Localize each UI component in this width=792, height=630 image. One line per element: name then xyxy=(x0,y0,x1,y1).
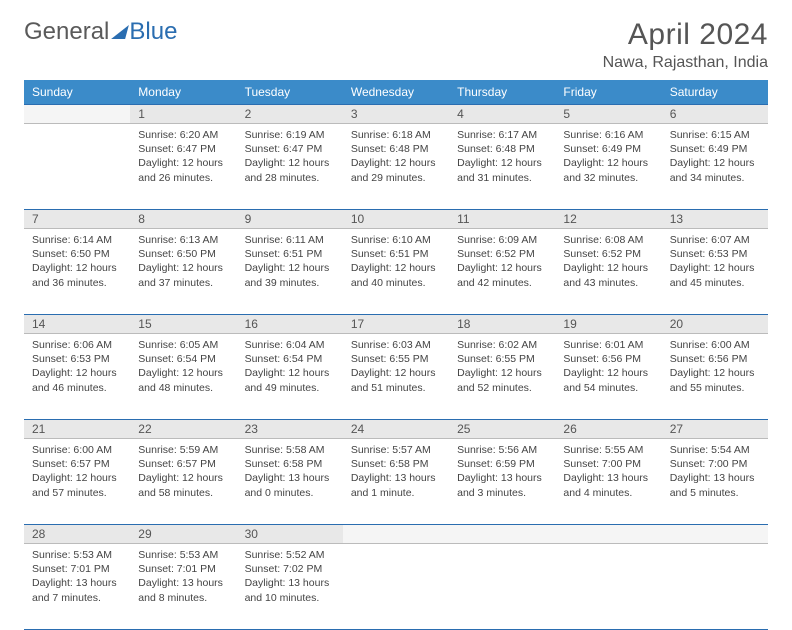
day-number-cell: 26 xyxy=(555,420,661,439)
day-number-cell xyxy=(662,525,768,544)
title-block: April 2024 Nawa, Rajasthan, India xyxy=(603,18,768,72)
day-content-cell xyxy=(449,544,555,630)
day-number-cell: 13 xyxy=(662,210,768,229)
calendar-table: SundayMondayTuesdayWednesdayThursdayFrid… xyxy=(24,80,768,630)
day-content-cell: Sunrise: 6:09 AMSunset: 6:52 PMDaylight:… xyxy=(449,229,555,315)
weekday-header: Wednesday xyxy=(343,80,449,105)
day-content-cell: Sunrise: 6:04 AMSunset: 6:54 PMDaylight:… xyxy=(237,334,343,420)
day-content-cell: Sunrise: 6:08 AMSunset: 6:52 PMDaylight:… xyxy=(555,229,661,315)
day-content-row: Sunrise: 6:00 AMSunset: 6:57 PMDaylight:… xyxy=(24,439,768,525)
day-number-cell: 5 xyxy=(555,105,661,124)
day-number-cell: 9 xyxy=(237,210,343,229)
day-number-cell: 1 xyxy=(130,105,236,124)
day-content-cell: Sunrise: 6:15 AMSunset: 6:49 PMDaylight:… xyxy=(662,124,768,210)
day-number-cell: 2 xyxy=(237,105,343,124)
sail-icon xyxy=(112,25,130,39)
day-number-cell: 8 xyxy=(130,210,236,229)
day-number-cell: 6 xyxy=(662,105,768,124)
day-number-cell: 15 xyxy=(130,315,236,334)
day-content-cell xyxy=(555,544,661,630)
day-content-row: Sunrise: 6:06 AMSunset: 6:53 PMDaylight:… xyxy=(24,334,768,420)
day-content-row: Sunrise: 6:14 AMSunset: 6:50 PMDaylight:… xyxy=(24,229,768,315)
weekday-header: Saturday xyxy=(662,80,768,105)
day-number-cell xyxy=(555,525,661,544)
day-content-cell: Sunrise: 6:18 AMSunset: 6:48 PMDaylight:… xyxy=(343,124,449,210)
day-number-cell: 16 xyxy=(237,315,343,334)
day-number-cell xyxy=(24,105,130,124)
day-number-cell: 19 xyxy=(555,315,661,334)
day-number-cell: 24 xyxy=(343,420,449,439)
day-content-cell: Sunrise: 6:17 AMSunset: 6:48 PMDaylight:… xyxy=(449,124,555,210)
day-content-row: Sunrise: 5:53 AMSunset: 7:01 PMDaylight:… xyxy=(24,544,768,630)
day-number-row: 78910111213 xyxy=(24,210,768,229)
day-number-row: 21222324252627 xyxy=(24,420,768,439)
weekday-header: Monday xyxy=(130,80,236,105)
month-title: April 2024 xyxy=(603,18,768,52)
day-content-cell: Sunrise: 6:00 AMSunset: 6:56 PMDaylight:… xyxy=(662,334,768,420)
weekday-header: Thursday xyxy=(449,80,555,105)
day-number-row: 14151617181920 xyxy=(24,315,768,334)
day-content-cell: Sunrise: 6:03 AMSunset: 6:55 PMDaylight:… xyxy=(343,334,449,420)
day-number-cell: 23 xyxy=(237,420,343,439)
day-number-cell: 21 xyxy=(24,420,130,439)
day-content-cell: Sunrise: 5:57 AMSunset: 6:58 PMDaylight:… xyxy=(343,439,449,525)
weekday-header: Tuesday xyxy=(237,80,343,105)
weekday-header-row: SundayMondayTuesdayWednesdayThursdayFrid… xyxy=(24,80,768,105)
day-content-cell: Sunrise: 6:06 AMSunset: 6:53 PMDaylight:… xyxy=(24,334,130,420)
day-content-cell xyxy=(24,124,130,210)
day-number-row: 282930 xyxy=(24,525,768,544)
day-content-cell: Sunrise: 5:55 AMSunset: 7:00 PMDaylight:… xyxy=(555,439,661,525)
page-header: General Blue April 2024 Nawa, Rajasthan,… xyxy=(24,18,768,72)
location-text: Nawa, Rajasthan, India xyxy=(603,54,768,72)
day-content-cell: Sunrise: 6:02 AMSunset: 6:55 PMDaylight:… xyxy=(449,334,555,420)
day-content-cell: Sunrise: 6:07 AMSunset: 6:53 PMDaylight:… xyxy=(662,229,768,315)
day-content-cell: Sunrise: 6:05 AMSunset: 6:54 PMDaylight:… xyxy=(130,334,236,420)
day-content-row: Sunrise: 6:20 AMSunset: 6:47 PMDaylight:… xyxy=(24,124,768,210)
day-content-cell: Sunrise: 6:11 AMSunset: 6:51 PMDaylight:… xyxy=(237,229,343,315)
day-number-row: 123456 xyxy=(24,105,768,124)
day-number-cell: 12 xyxy=(555,210,661,229)
day-number-cell: 4 xyxy=(449,105,555,124)
day-content-cell: Sunrise: 5:58 AMSunset: 6:58 PMDaylight:… xyxy=(237,439,343,525)
weekday-header: Friday xyxy=(555,80,661,105)
day-content-cell: Sunrise: 6:19 AMSunset: 6:47 PMDaylight:… xyxy=(237,124,343,210)
day-number-cell: 29 xyxy=(130,525,236,544)
day-number-cell: 30 xyxy=(237,525,343,544)
day-number-cell: 10 xyxy=(343,210,449,229)
day-number-cell: 17 xyxy=(343,315,449,334)
day-content-cell: Sunrise: 6:00 AMSunset: 6:57 PMDaylight:… xyxy=(24,439,130,525)
day-content-cell: Sunrise: 6:20 AMSunset: 6:47 PMDaylight:… xyxy=(130,124,236,210)
day-number-cell: 11 xyxy=(449,210,555,229)
day-content-cell: Sunrise: 6:01 AMSunset: 6:56 PMDaylight:… xyxy=(555,334,661,420)
day-content-cell: Sunrise: 6:14 AMSunset: 6:50 PMDaylight:… xyxy=(24,229,130,315)
day-content-cell: Sunrise: 5:56 AMSunset: 6:59 PMDaylight:… xyxy=(449,439,555,525)
weekday-header: Sunday xyxy=(24,80,130,105)
day-content-cell: Sunrise: 5:52 AMSunset: 7:02 PMDaylight:… xyxy=(237,544,343,630)
day-number-cell: 27 xyxy=(662,420,768,439)
day-content-cell xyxy=(662,544,768,630)
day-number-cell xyxy=(449,525,555,544)
day-content-cell: Sunrise: 5:53 AMSunset: 7:01 PMDaylight:… xyxy=(24,544,130,630)
day-content-cell: Sunrise: 6:10 AMSunset: 6:51 PMDaylight:… xyxy=(343,229,449,315)
brand-logo: General Blue xyxy=(24,18,177,46)
brand-text-2: Blue xyxy=(129,18,177,46)
day-number-cell: 25 xyxy=(449,420,555,439)
day-content-cell: Sunrise: 5:54 AMSunset: 7:00 PMDaylight:… xyxy=(662,439,768,525)
day-content-cell: Sunrise: 5:53 AMSunset: 7:01 PMDaylight:… xyxy=(130,544,236,630)
day-number-cell: 20 xyxy=(662,315,768,334)
day-content-cell: Sunrise: 6:13 AMSunset: 6:50 PMDaylight:… xyxy=(130,229,236,315)
day-number-cell: 28 xyxy=(24,525,130,544)
day-content-cell: Sunrise: 5:59 AMSunset: 6:57 PMDaylight:… xyxy=(130,439,236,525)
day-number-cell xyxy=(343,525,449,544)
day-number-cell: 22 xyxy=(130,420,236,439)
day-content-cell: Sunrise: 6:16 AMSunset: 6:49 PMDaylight:… xyxy=(555,124,661,210)
day-number-cell: 7 xyxy=(24,210,130,229)
day-number-cell: 18 xyxy=(449,315,555,334)
day-content-cell xyxy=(343,544,449,630)
day-number-cell: 3 xyxy=(343,105,449,124)
brand-text-1: General xyxy=(24,18,109,46)
day-number-cell: 14 xyxy=(24,315,130,334)
